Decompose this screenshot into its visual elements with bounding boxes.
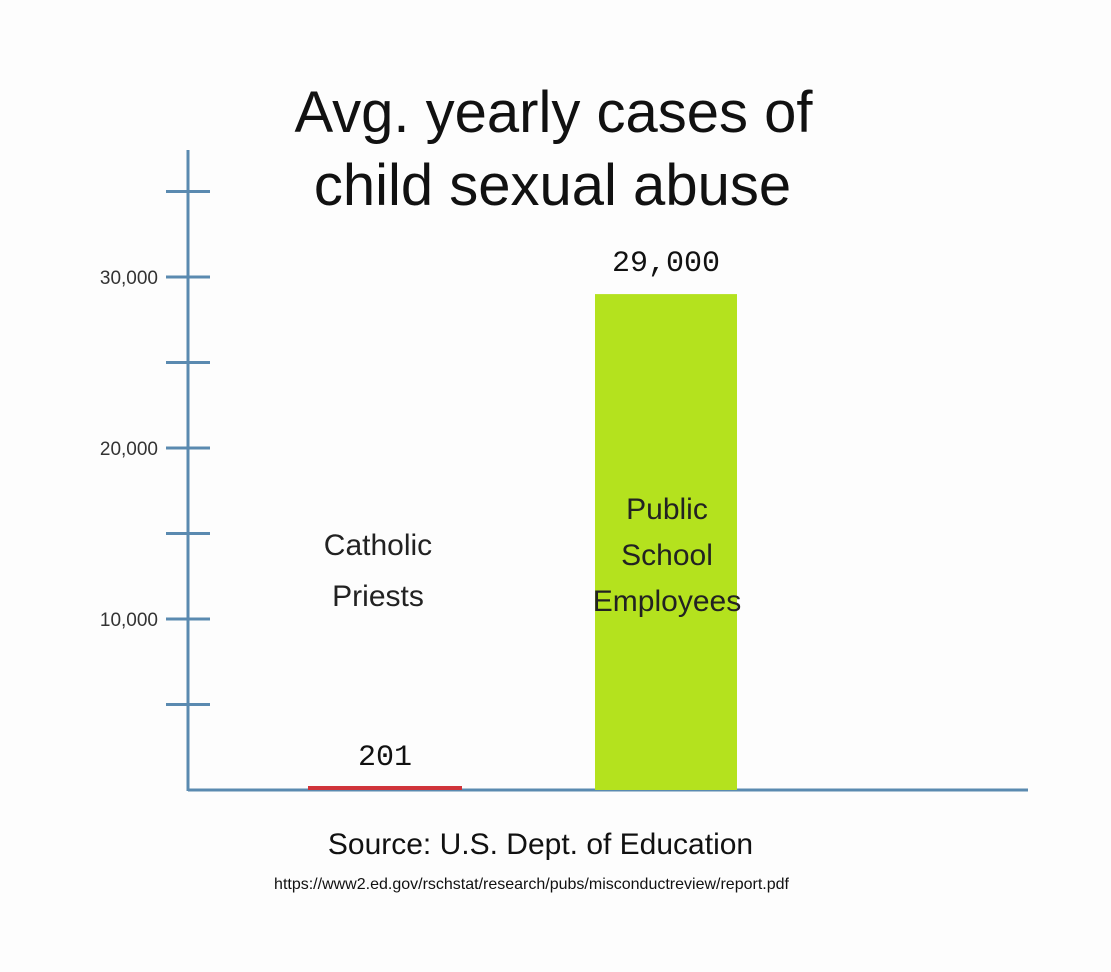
bar-2: [595, 294, 737, 790]
value-label: 29,000: [612, 247, 720, 281]
value-label: 201: [358, 741, 412, 775]
chart-title-line-2: child sexual abuse: [313, 153, 792, 218]
y-tick-label: 20,000: [100, 439, 158, 460]
y-tick-label: 10,000: [100, 610, 158, 631]
category-label: Priests: [332, 580, 424, 613]
category-label: School: [621, 539, 713, 572]
y-tick-label: 30,000: [100, 268, 158, 289]
category-label: Catholic: [324, 529, 432, 562]
source-url: https://www2.ed.gov/rschstat/research/pu…: [274, 876, 789, 893]
bar-1: [308, 786, 462, 790]
source-text: Source: U.S. Dept. of Education: [327, 828, 754, 861]
category-label: Employees: [593, 585, 741, 618]
chart-title-line-1: Avg. yearly cases of: [294, 80, 813, 145]
category-label: Public: [626, 493, 708, 526]
